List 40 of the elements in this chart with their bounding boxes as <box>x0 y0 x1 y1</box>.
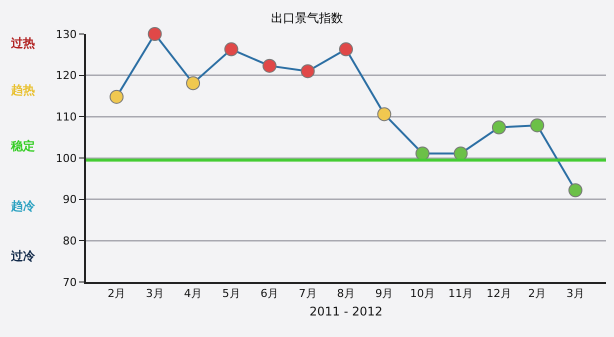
y-tick-label: 130 <box>56 28 77 41</box>
x-tick-label: 6月 <box>260 287 279 300</box>
x-tick-label: 2月 <box>528 287 546 300</box>
point <box>415 146 430 160</box>
x-tick-label: 2月 <box>108 287 126 300</box>
y-tick-label: 70 <box>62 276 77 289</box>
point <box>262 58 277 73</box>
x-tick-label: 12月 <box>486 287 512 300</box>
point <box>454 146 468 160</box>
y-tick-label: 100 <box>56 152 77 165</box>
text: 趋冷 <box>10 199 36 213</box>
point <box>492 120 506 134</box>
x-tick-label: 7月 <box>298 287 317 300</box>
y-tick-label: 110 <box>56 110 77 124</box>
point <box>224 42 238 56</box>
point <box>339 42 353 56</box>
x-tick-label: 10月 <box>410 287 435 300</box>
x-tick-label: 11月 <box>448 287 474 300</box>
point <box>186 76 200 90</box>
y-tick-label: 90 <box>62 193 77 206</box>
chart-title: 出口景气指数 <box>271 10 343 25</box>
point <box>148 27 162 41</box>
text: 过热 <box>10 36 35 50</box>
point <box>300 64 315 78</box>
text: 稳定 <box>10 139 35 153</box>
point <box>110 90 124 104</box>
text: 趋热 <box>10 83 35 97</box>
point <box>568 183 582 198</box>
x-tick-label: 3月 <box>146 287 164 300</box>
x-tick-label: 5月 <box>222 287 240 300</box>
x-tick-label: 9月 <box>375 287 394 300</box>
y-tick-label: 80 <box>62 234 77 248</box>
point <box>530 118 544 132</box>
y-tick-label: 120 <box>56 69 77 82</box>
x-tick-label: 8月 <box>337 287 355 300</box>
point <box>377 107 392 122</box>
text: 过冷 <box>10 249 36 263</box>
x-axis-title: 2011 - 2012 <box>309 304 383 319</box>
x-tick-label: 3月 <box>566 287 584 300</box>
x-tick-label: 4月 <box>184 287 202 300</box>
